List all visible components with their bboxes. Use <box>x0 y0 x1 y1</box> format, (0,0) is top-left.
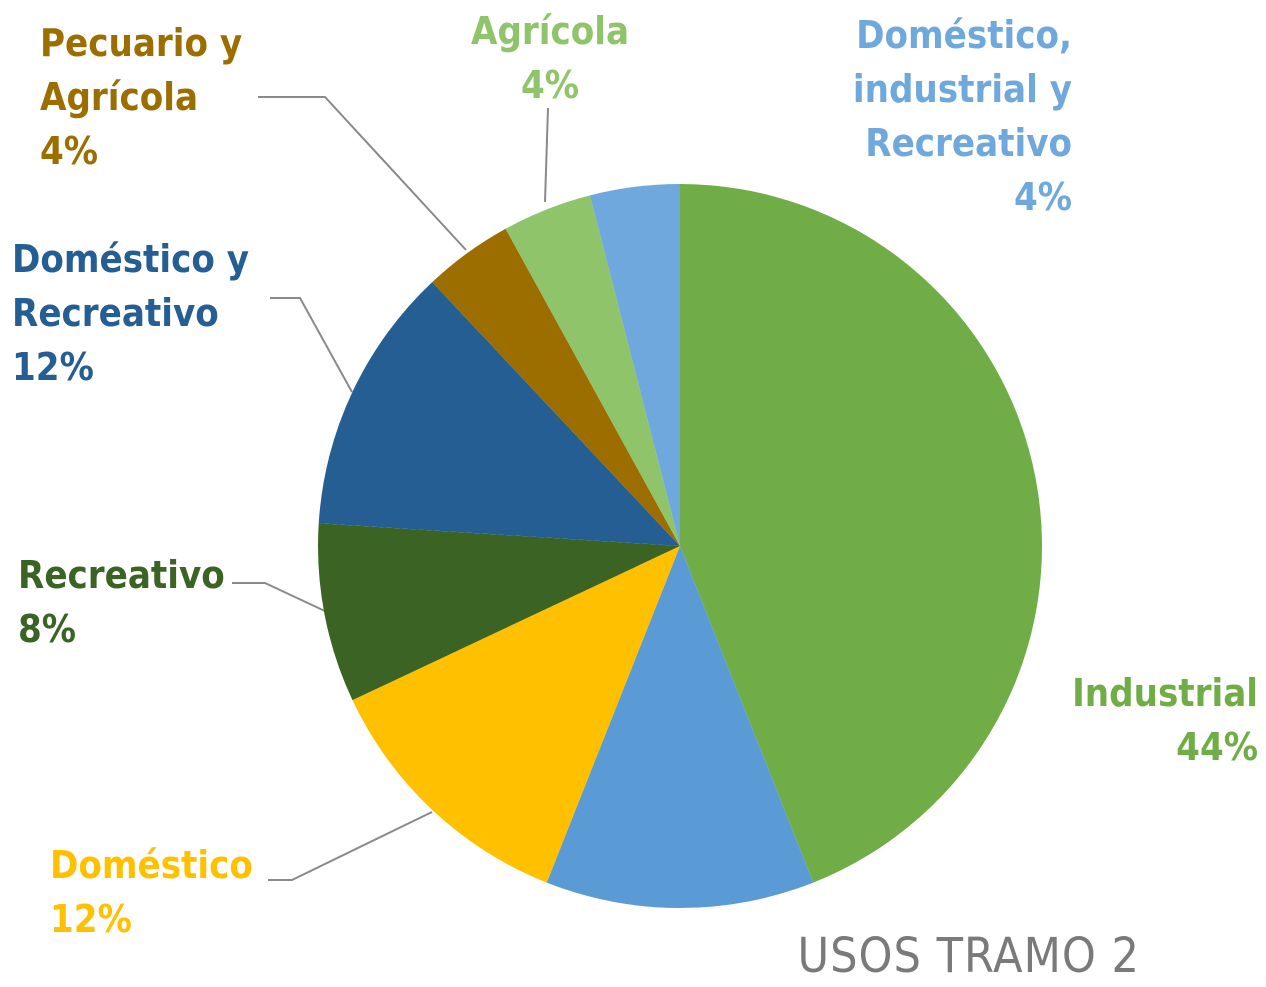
pie-slice <box>432 228 680 546</box>
slice-label: Agrícola 4% <box>420 4 680 112</box>
value-label: 12% <box>12 345 94 389</box>
leader-line <box>232 582 328 613</box>
pie-slice <box>318 282 680 546</box>
slice-label: Doméstico 12% <box>50 838 310 946</box>
slice-label: Industrial 44% <box>1000 666 1258 774</box>
category-label: Recreativo <box>18 553 225 597</box>
value-label: 12% <box>50 897 132 941</box>
category-label: Doméstico y Recreativo <box>12 237 250 335</box>
slice-label: Recreativo 8% <box>18 548 278 656</box>
category-label: Industrial <box>1072 671 1258 715</box>
leader-line <box>258 96 467 251</box>
value-label: 44% <box>1176 725 1258 769</box>
slice-label: Doméstico y Recreativo 12% <box>12 232 272 394</box>
category-label: Pecuario y Agrícola <box>40 21 243 119</box>
value-label: 4% <box>40 129 99 173</box>
pie-slice <box>546 546 814 909</box>
value-label: 4% <box>520 63 580 107</box>
pie-slice <box>680 184 1043 883</box>
value-label: 4% <box>1013 175 1072 219</box>
pie-slice <box>589 184 680 546</box>
slice-label: Pecuario y Agrícola 4% <box>40 16 270 178</box>
category-label: Doméstico <box>50 843 253 887</box>
leader-line <box>268 811 433 881</box>
chart-title: USOS TRAMO 2 <box>797 928 1140 984</box>
slice-label: Doméstico, industrial y Recreativo 4% <box>822 8 1072 224</box>
value-label: 8% <box>18 607 77 651</box>
pie-slice <box>352 546 680 883</box>
leader-line <box>544 107 549 203</box>
category-label: Doméstico, industrial y Recreativo <box>852 13 1072 165</box>
category-label: Agrícola <box>470 9 630 53</box>
pie-slice <box>318 523 680 701</box>
pie-slice <box>505 195 680 546</box>
leader-line <box>270 297 353 393</box>
